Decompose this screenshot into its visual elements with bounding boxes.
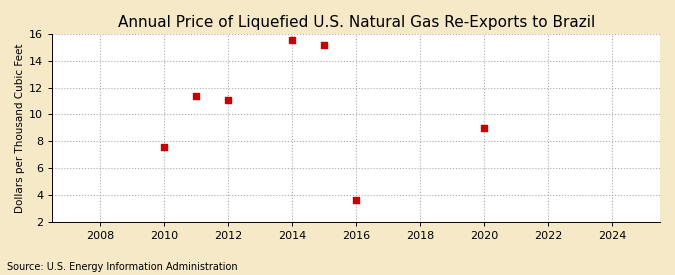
Point — [223, 97, 234, 102]
Point — [479, 126, 489, 130]
Text: Source: U.S. Energy Information Administration: Source: U.S. Energy Information Administ… — [7, 262, 238, 272]
Y-axis label: Dollars per Thousand Cubic Feet: Dollars per Thousand Cubic Feet — [15, 43, 25, 213]
Point — [351, 197, 362, 202]
Point — [287, 38, 298, 42]
Title: Annual Price of Liquefied U.S. Natural Gas Re-Exports to Brazil: Annual Price of Liquefied U.S. Natural G… — [117, 15, 595, 30]
Point — [319, 42, 329, 47]
Point — [191, 94, 202, 98]
Point — [159, 145, 169, 150]
